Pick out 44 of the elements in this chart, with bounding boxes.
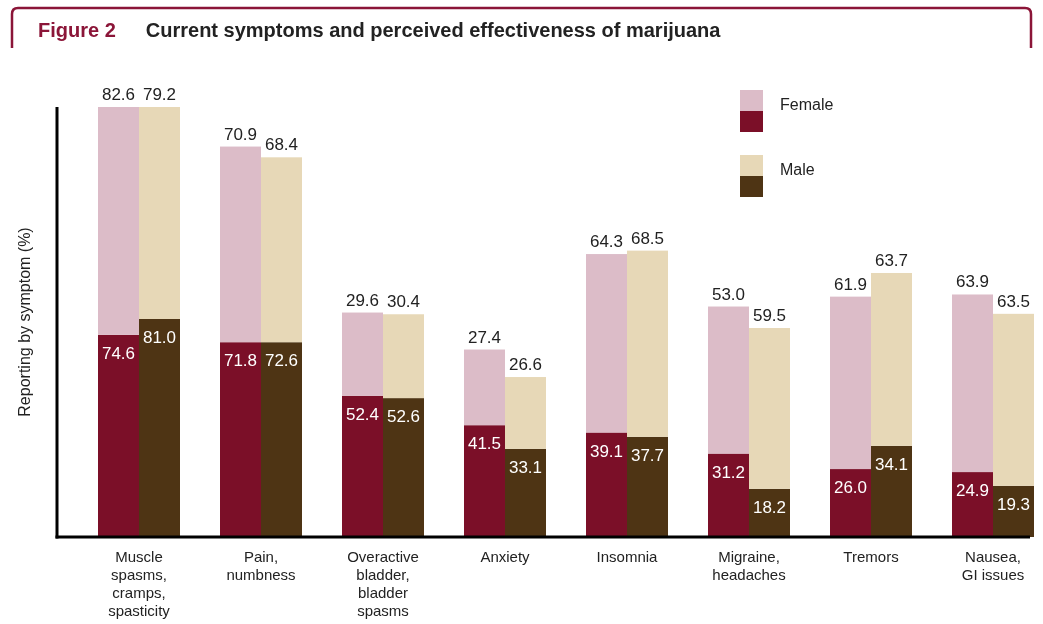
x-tick-label: Pain, numbness: [226, 548, 296, 583]
annotation: 52.4: [345, 404, 380, 424]
x-tick-label: Migraine, headaches: [712, 548, 786, 583]
annotation: 68.4: [264, 135, 299, 155]
annotation: 52.6: [386, 407, 421, 427]
annotation: 72.6: [264, 351, 299, 371]
annotation: 63.5: [996, 291, 1031, 311]
annotation: 18.2: [752, 497, 787, 517]
annotation: 71.8: [223, 351, 258, 371]
x-tick-label: Muscle spasms, cramps, spasticity: [108, 548, 171, 619]
annotation: 64.3: [589, 232, 624, 252]
annotation: 74.6: [101, 343, 136, 363]
annotation: 70.9: [223, 124, 258, 144]
annotation: 82.6: [101, 85, 136, 104]
annotation: 19.3: [996, 494, 1031, 514]
annotation: 33.1: [508, 457, 543, 477]
annotation: 61.9: [833, 274, 868, 294]
annotation: 26.6: [508, 355, 543, 375]
annotation: 31.2: [711, 462, 746, 482]
annotation: 81.0: [142, 327, 177, 347]
x-tick-label: Overactive bladder, bladder spasms: [347, 548, 419, 619]
annotation: 59.5: [752, 306, 787, 326]
annotation: 29.6: [345, 290, 380, 310]
annotation: 68.5: [630, 228, 665, 248]
legend-label: Female: [780, 96, 834, 113]
x-tick-label: Tremors: [843, 548, 899, 565]
annotation: 27.4: [467, 327, 502, 347]
annotation: 53.0: [711, 284, 746, 304]
x-tick-label: Insomnia: [596, 548, 659, 565]
annotation: 26.0: [833, 478, 868, 498]
y-axis-title: Reporting by symptom (%): [16, 227, 33, 417]
annotation: 39.1: [589, 441, 624, 461]
annotation: 63.7: [874, 250, 909, 270]
annotation: 79.2: [142, 85, 177, 104]
annotation: 34.1: [874, 454, 909, 474]
chart-title: Figure 2 Current symptoms and perceived effectiveness of marijuana: [38, 19, 721, 41]
annotation: 41.5: [467, 434, 502, 454]
annotation: 30.4: [386, 292, 421, 312]
x-tick-label: Nausea, GI issues: [961, 548, 1025, 583]
annotation: 24.9: [955, 481, 990, 501]
annotation: 37.7: [630, 445, 665, 465]
annotation: 63.9: [955, 272, 990, 292]
x-tick-label: Anxiety: [480, 548, 531, 565]
legend-label: Male: [780, 161, 815, 178]
